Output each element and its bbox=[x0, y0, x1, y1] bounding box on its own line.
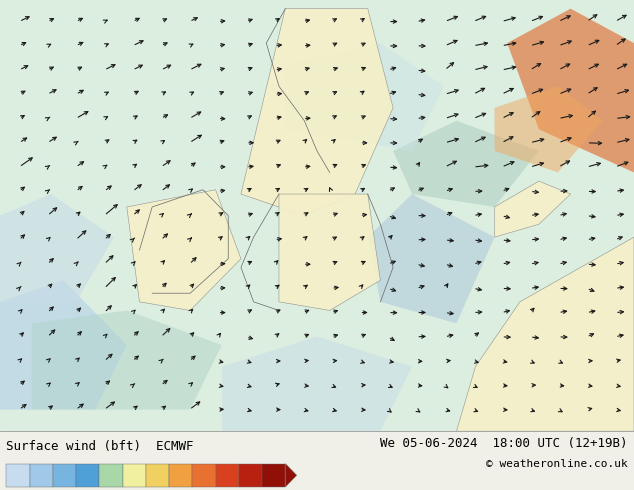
Polygon shape bbox=[456, 237, 634, 431]
Polygon shape bbox=[0, 280, 127, 410]
Polygon shape bbox=[285, 43, 444, 151]
Polygon shape bbox=[0, 0, 634, 431]
Bar bbox=[6, 464, 30, 487]
Text: Surface wind (bft)  ECMWF: Surface wind (bft) ECMWF bbox=[6, 440, 194, 453]
Polygon shape bbox=[285, 464, 297, 487]
Polygon shape bbox=[32, 311, 222, 410]
Bar bbox=[122, 464, 146, 487]
Polygon shape bbox=[393, 121, 539, 207]
Polygon shape bbox=[279, 194, 380, 311]
Polygon shape bbox=[495, 86, 602, 172]
Polygon shape bbox=[222, 336, 412, 431]
Polygon shape bbox=[368, 194, 495, 323]
Bar bbox=[216, 464, 239, 487]
Bar bbox=[239, 464, 262, 487]
Text: We 05-06-2024  18:00 UTC (12+19B): We 05-06-2024 18:00 UTC (12+19B) bbox=[380, 437, 628, 450]
Polygon shape bbox=[0, 194, 114, 302]
Polygon shape bbox=[241, 9, 393, 216]
Bar bbox=[76, 464, 100, 487]
Bar bbox=[146, 464, 169, 487]
Polygon shape bbox=[507, 9, 634, 172]
Bar bbox=[169, 464, 192, 487]
Polygon shape bbox=[495, 181, 571, 237]
Text: © weatheronline.co.uk: © weatheronline.co.uk bbox=[486, 459, 628, 468]
Bar bbox=[53, 464, 76, 487]
Bar bbox=[262, 464, 285, 487]
Bar bbox=[192, 464, 216, 487]
Polygon shape bbox=[127, 190, 241, 311]
Bar bbox=[100, 464, 122, 487]
Bar bbox=[30, 464, 53, 487]
